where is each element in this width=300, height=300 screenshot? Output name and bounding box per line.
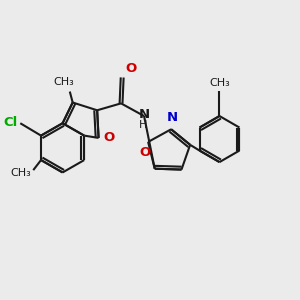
Text: O: O [104,131,115,144]
Text: N: N [167,111,178,124]
Text: CH₃: CH₃ [209,77,230,88]
Text: CH₃: CH₃ [10,168,31,178]
Text: H: H [139,120,148,130]
Text: Cl: Cl [4,116,18,129]
Text: O: O [126,61,137,75]
Text: O: O [140,146,151,159]
Text: N: N [139,108,150,121]
Text: CH₃: CH₃ [54,77,74,87]
